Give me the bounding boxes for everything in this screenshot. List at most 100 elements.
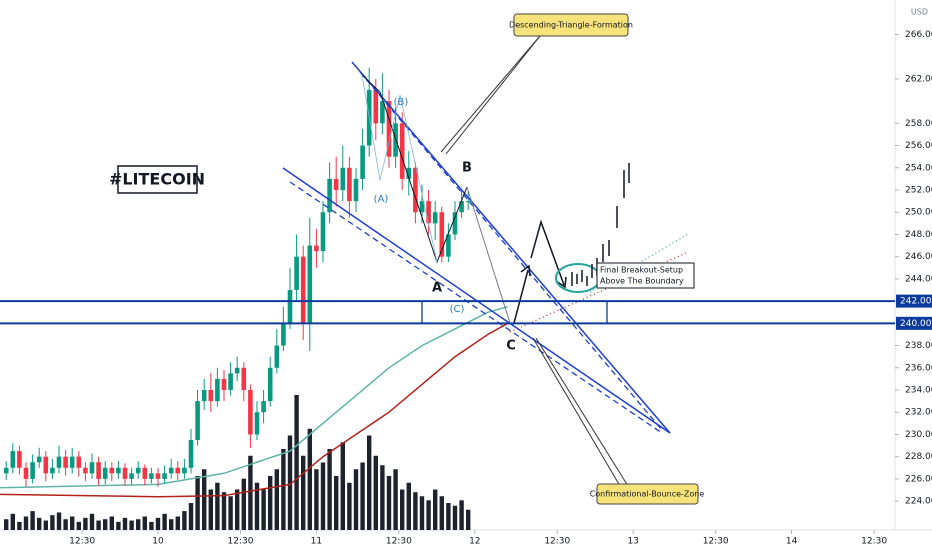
callout-text: Descending-Triangle-Formation [509, 21, 633, 30]
volume-bar [353, 469, 359, 530]
candle-body [439, 212, 445, 257]
candle-body [116, 467, 121, 474]
volume-bar [327, 449, 332, 530]
candle-body [142, 467, 148, 479]
candle-body [10, 451, 16, 468]
volume-bar [360, 462, 365, 530]
title-box [117, 165, 198, 194]
wave-label: B [462, 161, 472, 176]
candle-body [155, 473, 161, 479]
candle-body [89, 462, 95, 474]
candle-body [23, 467, 29, 479]
projection [513, 269, 529, 324]
x-tick-label: 12:30 [703, 537, 729, 547]
y-tick-label: 234.00 [905, 386, 932, 396]
x-tick-label: 10 [152, 537, 164, 547]
candle-body [465, 201, 471, 203]
x-tick-label: 12 [469, 537, 480, 547]
candle-body [413, 167, 418, 213]
x-tick-label: 12:30 [228, 537, 254, 547]
candle-body [426, 201, 431, 224]
callout-pointer [532, 337, 621, 487]
volume-bar [406, 482, 411, 530]
triangle-upper-dash [359, 71, 663, 431]
volume-bar [89, 513, 95, 530]
candle-body [63, 456, 68, 468]
volume-bar [413, 492, 418, 530]
volume-bar [17, 521, 22, 530]
candle-body [347, 167, 352, 202]
volume-bar [56, 512, 62, 530]
x-tick-label: 12:30 [544, 537, 570, 547]
y-tick-label: 262.00 [905, 74, 932, 84]
candle-body [459, 201, 464, 213]
candle-body [122, 467, 128, 479]
candle-body [353, 178, 359, 202]
candle-body [102, 467, 108, 479]
callout-pointer [445, 35, 541, 155]
currency: USD [911, 8, 928, 17]
price-level-label: 240.00 [900, 319, 932, 329]
candle-body [3, 467, 9, 474]
candle-body [241, 367, 247, 390]
volume-bar [393, 469, 398, 530]
candle-body [300, 256, 306, 324]
y-tick-label: 248.00 [905, 230, 932, 240]
candle-body [83, 467, 88, 474]
volume-bar [76, 521, 82, 530]
callout-box [596, 483, 699, 505]
candle-body [17, 451, 22, 468]
candle-body [221, 378, 227, 390]
volume-bar [465, 509, 471, 530]
volume-bar [281, 449, 286, 530]
price-level-tag [896, 294, 932, 308]
y-tick-label: 224.00 [905, 497, 932, 507]
candle-body [267, 367, 273, 402]
volume-bar [366, 435, 372, 530]
volume-bar [294, 395, 299, 530]
volume-bar [432, 489, 438, 530]
volume-bar [267, 476, 273, 530]
candle-body [274, 345, 280, 368]
volume-bar [300, 455, 306, 530]
candle-body [228, 373, 233, 390]
volume-bar [320, 462, 326, 530]
callout-pointer [440, 35, 541, 153]
volume-bar [30, 511, 35, 530]
y-tick-label: 258.00 [905, 119, 932, 129]
candle-body [43, 456, 49, 474]
volume-bar [70, 516, 75, 530]
projection [530, 219, 565, 286]
candle-body [96, 462, 101, 479]
volume-bar [399, 489, 405, 530]
ma-projection [509, 251, 689, 333]
volume-bar [234, 489, 240, 530]
candle-body [201, 390, 207, 402]
candle-body [208, 390, 214, 402]
volume-bar [314, 469, 319, 530]
candle-body [294, 256, 299, 290]
volume-bar [129, 520, 134, 530]
volume-bar [135, 519, 141, 530]
y-tick-label: 226.00 [905, 474, 932, 484]
candle-body [360, 145, 365, 179]
wave-label: (C) [450, 304, 465, 315]
volume-bar [254, 482, 260, 530]
volume-bar [155, 517, 161, 530]
volume-bar [142, 516, 147, 530]
candle-body [76, 456, 82, 468]
triangle-upper [351, 61, 671, 434]
volume-bar [241, 478, 246, 530]
x-tick-label: 12:30 [861, 537, 887, 547]
volume-bar [287, 435, 293, 530]
candle-body [30, 462, 35, 479]
candle-body [452, 212, 458, 235]
candle-body [248, 390, 253, 435]
x-tick-label: 12:30 [386, 537, 412, 547]
price-level-tag [896, 316, 932, 330]
candle-body [287, 290, 293, 324]
moving-average [0, 322, 509, 498]
y-tick-label: 238.00 [905, 341, 932, 351]
candle-body [162, 473, 167, 479]
